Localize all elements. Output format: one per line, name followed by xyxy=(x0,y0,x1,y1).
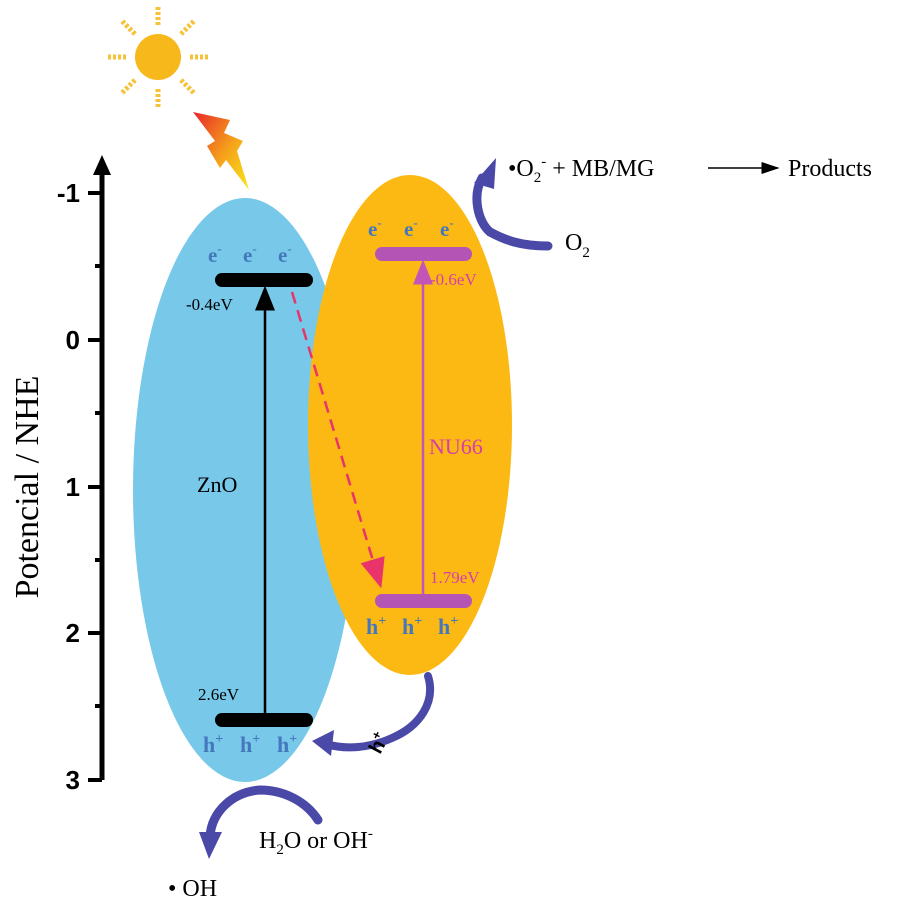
zno-vb-label: 2.6eV xyxy=(198,685,240,704)
svg-text:e-: e- xyxy=(440,215,454,241)
zno-holes: h+ h+ h+ xyxy=(203,732,297,757)
svg-text:e-: e- xyxy=(208,241,222,267)
nu66-cb-label: -0.6eV xyxy=(430,270,477,289)
oxygen-label: O2 xyxy=(565,230,590,261)
water-oxidation-arrow xyxy=(205,785,323,841)
electron-transfer-arrow xyxy=(290,291,385,589)
potential-axis: -1 0 1 2 3 Potencial / NHE xyxy=(9,155,111,795)
nu66-holes: h+ h+ h+ xyxy=(366,614,458,639)
axis-label: Potencial / NHE xyxy=(9,376,46,599)
zno-ellipse xyxy=(133,198,357,782)
svg-text:h+: h+ xyxy=(438,614,458,639)
svg-text:e-: e- xyxy=(404,215,418,241)
tick-label: 1 xyxy=(66,472,80,502)
svg-text:h+: h+ xyxy=(240,732,260,757)
svg-text:e-: e- xyxy=(368,215,382,241)
zno-name: ZnO xyxy=(197,472,237,497)
sun-icon xyxy=(107,6,209,108)
nu66-vb-label: 1.79eV xyxy=(430,568,480,587)
svg-text:e-: e- xyxy=(243,241,257,267)
water-label: H2O or OH- xyxy=(259,826,373,858)
hydroxyl-label: • OH xyxy=(168,876,217,902)
nu66-electrons: e- e- e- xyxy=(368,215,454,241)
superoxide-reaction: •O2- + MB/MG xyxy=(508,154,654,186)
lightning-icon xyxy=(193,112,249,190)
hole-transfer-arrow xyxy=(322,672,435,752)
svg-text:h+: h+ xyxy=(203,732,223,757)
tick-label: 0 xyxy=(66,325,80,355)
nu66-name: NU66 xyxy=(429,434,483,459)
tick-label: 3 xyxy=(66,765,80,795)
svg-text:h+: h+ xyxy=(402,614,422,639)
svg-text:h+: h+ xyxy=(366,614,386,639)
zno-cb-label: -0.4eV xyxy=(186,295,233,314)
tick-label: -1 xyxy=(57,178,80,208)
svg-text:e-: e- xyxy=(278,241,292,267)
nu66-ellipse xyxy=(308,175,512,675)
zno-electrons: e- e- e- xyxy=(208,241,292,267)
svg-text:h+: h+ xyxy=(277,732,297,757)
products-label: Products xyxy=(788,156,872,182)
oxygen-reduction-arrow xyxy=(472,173,553,251)
tick-label: 2 xyxy=(66,618,80,648)
